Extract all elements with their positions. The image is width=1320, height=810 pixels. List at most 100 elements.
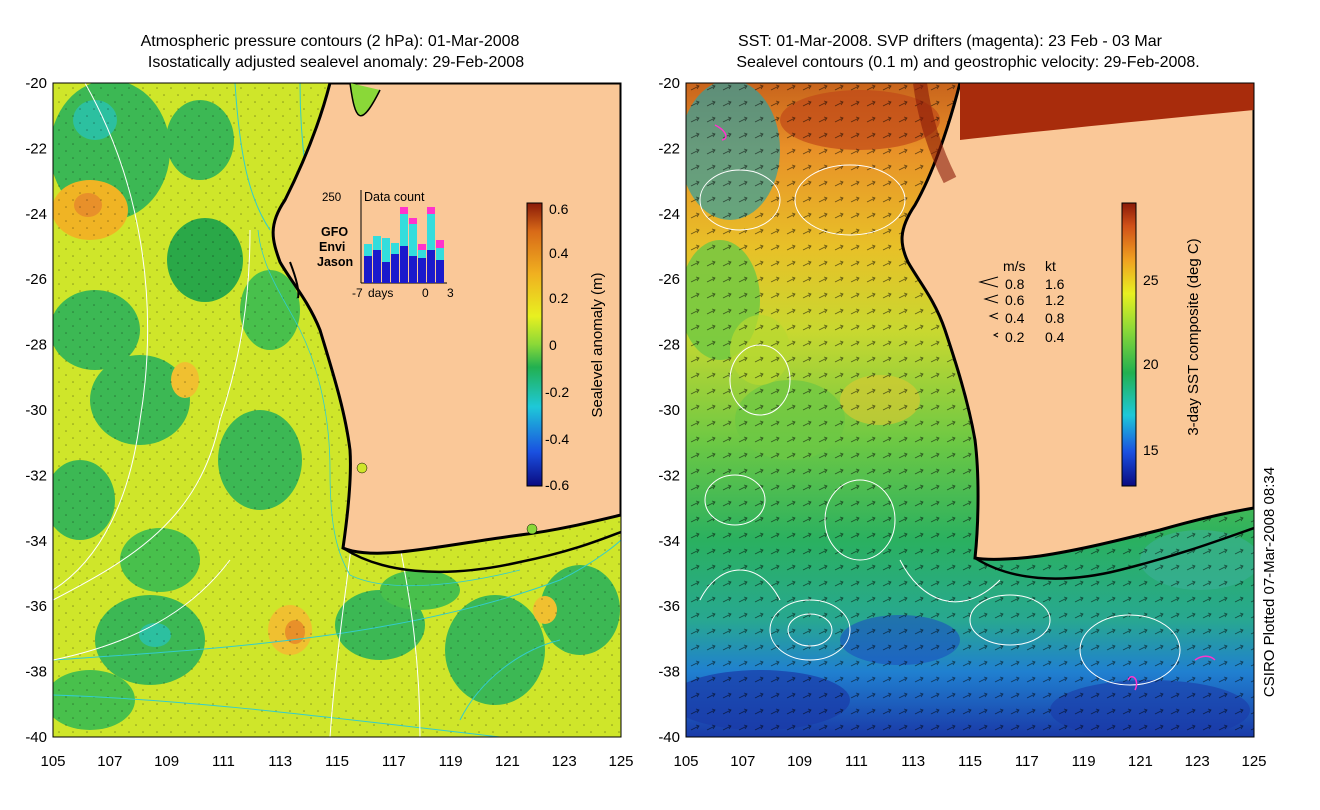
drifter-marker	[356, 462, 368, 474]
inset-bar	[382, 238, 390, 262]
inset-bars	[364, 207, 444, 283]
lon-tick-label: 117	[1015, 753, 1039, 770]
lat-tick-label: -30	[658, 402, 680, 419]
inset-x-label: days	[368, 286, 393, 300]
velocity-legend-header-kt: kt	[1045, 258, 1056, 274]
inset-y-max-label: 250	[322, 192, 341, 204]
lat-tick-label: -28	[658, 337, 680, 354]
lat-tick-label: -30	[25, 402, 47, 419]
lat-tick-label: -22	[25, 140, 47, 157]
lon-tick-label: 113	[901, 753, 925, 770]
lon-tick-label: 117	[382, 753, 406, 770]
lat-tick-label: -20	[25, 75, 47, 92]
lat-tick-label: -36	[658, 598, 680, 615]
velocity-legend-kt: 0.4	[1045, 329, 1065, 345]
inset-title: Data count	[364, 190, 425, 204]
lat-tick-label: -38	[25, 664, 47, 681]
right-lon-axis: 105 107 109 111 113 115 117 119 121 123 125	[673, 753, 1266, 770]
inset-bar	[418, 250, 426, 258]
lat-tick-label: -32	[25, 467, 47, 484]
velocity-arrow-icon	[988, 312, 999, 320]
inset-legend-jason: Jason	[317, 255, 353, 269]
inset-bar	[400, 246, 408, 283]
left-title-line2: Isostatically adjusted sealevel anomaly:…	[148, 54, 524, 71]
lat-tick-label: -38	[658, 664, 680, 681]
lat-tick-label: -24	[658, 206, 680, 223]
inset-bar	[382, 262, 390, 283]
sst-colorbar-tick: 25	[1143, 272, 1159, 288]
velocity-legend-header-ms: m/s	[1003, 258, 1026, 274]
left-map	[53, 83, 621, 737]
inset-bar	[427, 250, 435, 283]
lat-tick-label: -34	[25, 533, 47, 550]
lat-tick-label: -36	[25, 598, 47, 615]
lon-tick-label: 119	[439, 753, 463, 770]
lon-tick-label: 105	[673, 753, 698, 770]
sst-colorbar-label: 3-day SST composite (deg C)	[1185, 238, 1202, 435]
velocity-legend-kt: 0.8	[1045, 310, 1065, 326]
lon-tick-label: 111	[845, 753, 868, 770]
lon-tick-label: 111	[212, 753, 235, 770]
right-coastline	[900, 83, 1254, 580]
lon-tick-label: 123	[552, 753, 577, 770]
lat-tick-label: -22	[658, 140, 680, 157]
sla-colorbar-tick: 0.4	[549, 245, 569, 261]
inset-x-label: 3	[447, 286, 454, 300]
inset-bar	[391, 243, 399, 254]
credit-text: CSIRO Plotted 07-Mar-2008 08:34	[1261, 467, 1278, 697]
inset-bar	[364, 244, 372, 256]
inset-bar	[373, 236, 381, 250]
inset-bar	[427, 207, 435, 214]
velocity-legend-ms: 0.8	[1005, 276, 1025, 292]
inset-bar	[364, 256, 372, 283]
lon-tick-label: 107	[730, 753, 755, 770]
velocity-legend: m/s kt 0.8 1.6 0.6 1.2 0.4 0.8 0.2 0.4	[978, 258, 1065, 345]
left-lon-axis: 105 107 109 111 113 115 117 119 121 123 125	[40, 753, 633, 770]
lon-tick-label: 107	[97, 753, 122, 770]
inset-bar	[409, 218, 417, 224]
lat-tick-label: -26	[25, 271, 47, 288]
right-lat-axis: -20 -22 -24 -26 -28 -30 -32 -34 -36 -38 -40	[658, 75, 680, 746]
inset-x-label: 0	[422, 286, 429, 300]
right-title-line2: Sealevel contours (0.1 m) and geostrophi…	[736, 54, 1199, 71]
inset-x-label: -7	[352, 286, 363, 300]
right-map	[686, 83, 1254, 737]
lon-tick-label: 123	[1185, 753, 1210, 770]
lon-tick-label: 115	[325, 753, 349, 770]
velocity-legend-ms: 0.6	[1005, 292, 1025, 308]
velocity-arrow-icon	[992, 332, 999, 338]
velocity-arrow-icon	[978, 276, 999, 288]
sla-colorbar-ramp	[526, 202, 543, 487]
inset-bar	[436, 248, 444, 260]
inset-bar	[409, 256, 417, 283]
right-map-frame	[685, 82, 1255, 738]
inset-bar	[427, 214, 435, 250]
inset-bar	[418, 258, 426, 283]
lat-tick-label: -28	[25, 337, 47, 354]
lon-tick-label: 109	[787, 753, 812, 770]
right-title-line1: SST: 01-Mar-2008. SVP drifters (magenta)…	[738, 33, 1163, 50]
sst-colorbar-tick: 15	[1143, 442, 1159, 458]
inset-bar	[436, 260, 444, 283]
lat-tick-label: -20	[658, 75, 680, 92]
sla-colorbar-tick: -0.4	[545, 431, 569, 447]
velocity-legend-ms: 0.4	[1005, 310, 1025, 326]
sst-colorbar: 25 20 15 3-day SST composite (deg C)	[1121, 202, 1202, 487]
sla-colorbar-label: Sealevel anomaly (m)	[589, 272, 606, 417]
sst-colorbar-ramp	[1121, 202, 1137, 487]
lon-tick-label: 125	[1241, 753, 1266, 770]
sst-colorbar-tick: 20	[1143, 356, 1159, 372]
svp-drifter-tracks	[714, 124, 1216, 691]
left-lat-axis: -20 -22 -24 -26 -28 -30 -32 -34 -36 -38 -40	[25, 75, 47, 746]
left-panel: Atmospheric pressure contours (2 hPa): 0…	[25, 33, 633, 770]
lon-tick-label: 121	[495, 753, 520, 770]
lon-tick-label: 113	[268, 753, 292, 770]
inset-bar	[391, 254, 399, 283]
velocity-legend-kt: 1.6	[1045, 276, 1065, 292]
inset-bar	[400, 207, 408, 214]
inset-bar	[400, 214, 408, 246]
inset-bar	[409, 224, 417, 256]
sla-colorbar-tick: 0.6	[549, 201, 569, 217]
inset-bar	[373, 250, 381, 283]
